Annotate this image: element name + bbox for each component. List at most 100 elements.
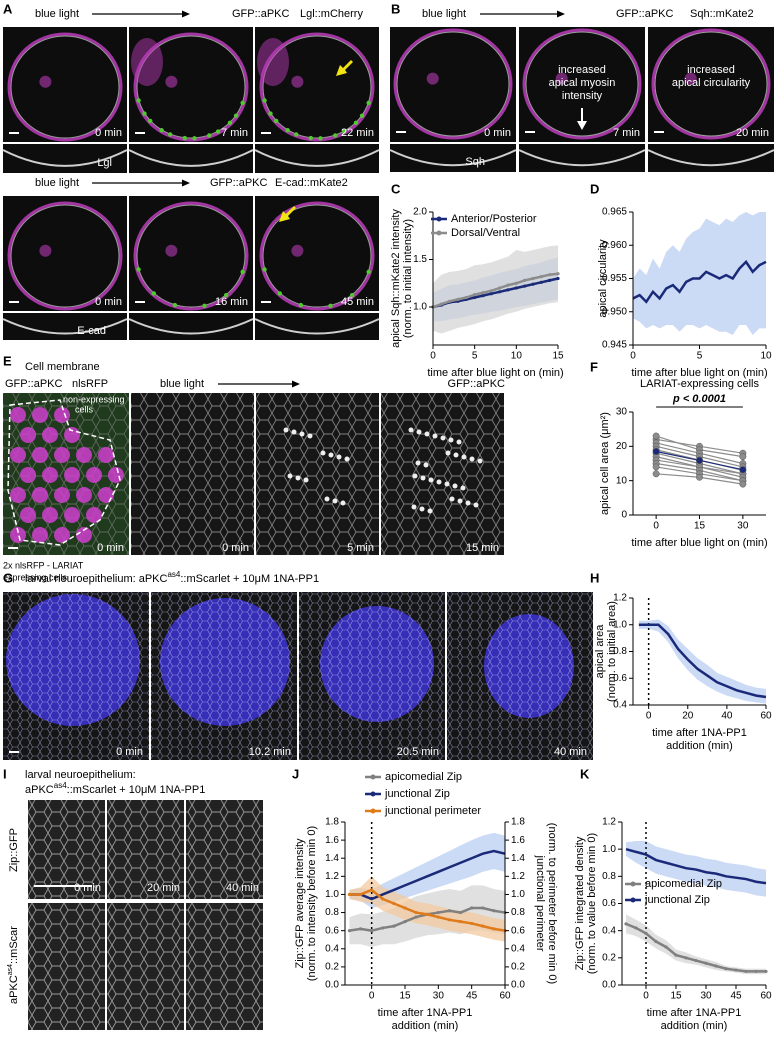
y-tick-label: 0.6 (602, 898, 616, 909)
y-tick-label: 1.6 (325, 835, 339, 846)
x-axis-label: addition (min) (392, 1020, 459, 1032)
x-tick-label: 0 (630, 351, 636, 362)
y-axis-label: apical area (594, 624, 606, 679)
embryo-center (39, 75, 52, 88)
gfp-signal (223, 292, 229, 298)
y-tick-label: 0.4 (325, 943, 339, 954)
series-line (432, 272, 559, 309)
y-tick-label: 1.0 (613, 619, 627, 630)
data-point (523, 284, 527, 288)
embryo-membrane (525, 31, 639, 137)
x-tick-label: 0 (646, 711, 652, 722)
strip-signal (2, 318, 128, 335)
yellow-arrow (279, 206, 296, 222)
timestamp: 0 min (484, 127, 511, 139)
channel-label: GFP::aPKC (210, 177, 268, 189)
nucleus (76, 487, 92, 503)
cell-layer (131, 38, 163, 86)
gfp-signal (366, 100, 371, 106)
x-tick-label: 10 (760, 351, 772, 362)
channel-label: E-cad::mKate2 (275, 177, 348, 189)
embryo-outline (651, 28, 771, 140)
strip-signal (254, 318, 380, 335)
legend-marker (370, 808, 376, 814)
title-part: as4 (54, 781, 67, 790)
strip-signal (128, 149, 254, 167)
data-point (754, 969, 758, 974)
timestamp: 40 min (226, 882, 259, 894)
timestamp: 20 min (147, 882, 180, 894)
data-point (358, 927, 363, 931)
gfp-signal (151, 291, 157, 296)
nucleus (10, 487, 26, 503)
gfp-signal (268, 111, 273, 116)
nucleus (76, 447, 92, 463)
y-axis-label: (norm. to value before min 0) (586, 833, 598, 974)
gfp-cluster (344, 456, 350, 462)
data-point (556, 272, 560, 276)
gfp-cluster (432, 433, 438, 439)
data-point (531, 282, 535, 286)
gfp-cluster (303, 477, 309, 483)
gfp-signal (318, 136, 323, 141)
data-point (664, 945, 668, 949)
gfp-signal (277, 291, 283, 296)
channel-label: Lgl::mCherry (300, 8, 363, 20)
y-tick-label: 0.6 (325, 925, 339, 936)
nucleus (76, 527, 92, 543)
label-part: as4 (7, 964, 14, 975)
chart-title: LARIAT-expressing cells (640, 378, 760, 390)
data-point (464, 295, 468, 300)
y-tick-label: 10 (616, 475, 628, 486)
strip-signal (389, 149, 517, 167)
annotation: non-expressing (63, 394, 125, 404)
embryo-outline (259, 201, 375, 311)
data-point (714, 964, 718, 968)
strip-signal (2, 149, 128, 167)
gfp-cluster (423, 462, 429, 468)
timestamp: 0 min (116, 746, 143, 758)
data-point (704, 961, 708, 965)
channel-label: Cell membrane (25, 361, 100, 373)
y-axis-label: apical Sqh::mKate2 intensity (390, 209, 402, 348)
cell-texture (131, 393, 254, 555)
cell-layer (257, 38, 289, 86)
legend-marker (630, 897, 636, 903)
p-value: p < 0.0001 (672, 393, 726, 405)
data-point (506, 283, 510, 287)
nucleus (86, 507, 102, 523)
channel-label: GFP::aPKC (448, 378, 506, 390)
condition-label: blue light (160, 378, 204, 390)
label-part: aPKC (8, 975, 20, 1004)
annotation: increased (687, 64, 735, 76)
annotation: 2x nlsRFP - LARIAT (3, 560, 84, 570)
embryo-center (291, 75, 304, 88)
nucleus (86, 467, 102, 483)
timestamp: 5 min (347, 542, 374, 554)
gfp-signal (227, 120, 233, 126)
x-tick-label: 40 (721, 711, 733, 722)
y-tick-label: 0.0 (602, 980, 616, 991)
timestamp: 0 min (74, 882, 101, 894)
legend-label: Anterior/Posterior (451, 213, 537, 225)
data-point (624, 922, 628, 926)
data-point (370, 929, 374, 933)
data-point (473, 295, 477, 300)
gfp-cluster (449, 496, 455, 502)
embryo-outline (522, 28, 642, 140)
data-point (539, 275, 543, 279)
nucleus (54, 527, 70, 543)
gfp-cluster (299, 431, 305, 437)
gfp-cluster (340, 500, 346, 506)
gfp-cluster (283, 427, 289, 433)
gfp-signal (262, 267, 267, 272)
data-point (548, 278, 552, 282)
gfp-signal (285, 128, 290, 133)
panel-label: G (3, 570, 13, 585)
data-point (470, 906, 474, 910)
y-tick-label: 30 (616, 407, 628, 418)
data-point (439, 302, 443, 306)
nucleus (98, 487, 114, 503)
gfp-cluster (320, 450, 326, 456)
x-tick-label: 0 (430, 351, 436, 362)
